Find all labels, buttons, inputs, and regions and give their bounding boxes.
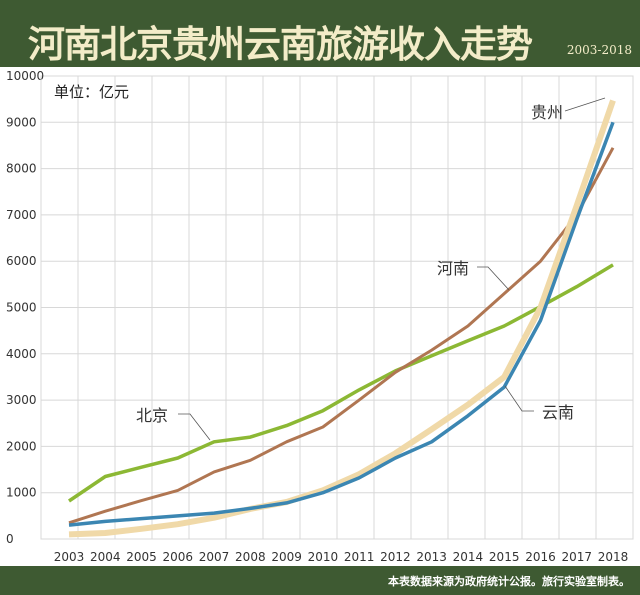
x-tick-label: 2010 [308, 550, 339, 564]
x-tick-label: 2005 [126, 550, 157, 564]
series-line-北京 [68, 263, 614, 503]
x-tick-label: 2017 [561, 550, 592, 564]
x-tick-label: 2003 [54, 550, 85, 564]
y-tick-label: 1000 [6, 486, 37, 500]
x-tick-label: 2012 [380, 550, 411, 564]
series-line-云南 [68, 121, 615, 527]
series-line-河南 [68, 147, 615, 525]
y-tick-label: 5000 [6, 301, 37, 315]
leader-line [178, 413, 211, 441]
y-tick-label: 2000 [6, 439, 37, 453]
series-label: 河南 [437, 259, 469, 278]
x-tick-label: 2015 [489, 550, 520, 564]
series-line-贵州 [68, 99, 616, 538]
series-label: 北京 [136, 406, 168, 425]
year-range: 2003-2018 [566, 43, 632, 57]
source-note: 本表数据来源为政府统计公报。旅行实验室制表。 [388, 575, 630, 588]
x-tick-label: 2013 [416, 550, 447, 564]
y-tick-label: 0 [6, 532, 14, 546]
y-tick-label: 9000 [6, 115, 37, 129]
x-tick-label: 2008 [235, 550, 266, 564]
leader-line [564, 97, 606, 112]
x-tick-label: 2011 [344, 550, 375, 564]
y-tick-label: 6000 [6, 254, 37, 268]
x-tick-label: 2007 [199, 550, 230, 564]
series-label: 云南 [542, 403, 574, 422]
x-tick-label: 2006 [163, 550, 194, 564]
x-tick-label: 2018 [598, 550, 629, 564]
y-tick-label: 4000 [6, 347, 37, 361]
x-tick-label: 2004 [90, 550, 121, 564]
chart-title: 河南北京贵州云南旅游收入走势 [28, 22, 533, 66]
x-tick-label: 2009 [271, 550, 302, 564]
x-tick-label: 2016 [525, 550, 556, 564]
y-tick-label: 3000 [6, 393, 37, 407]
x-tick-label: 2014 [453, 550, 484, 564]
y-tick-label: 7000 [6, 208, 37, 222]
leader-line [477, 266, 510, 291]
header-bar: 河南北京贵州云南旅游收入走势 2003-2018 [0, 0, 640, 67]
unit-label: 单位：亿元 [54, 83, 130, 101]
footer-bar: 本表数据来源为政府统计公报。旅行实验室制表。 [0, 566, 640, 595]
y-tick-label: 10000 [6, 69, 44, 83]
y-tick-label: 8000 [6, 162, 37, 176]
leader-line [504, 385, 534, 412]
series-label: 贵州 [531, 103, 563, 122]
